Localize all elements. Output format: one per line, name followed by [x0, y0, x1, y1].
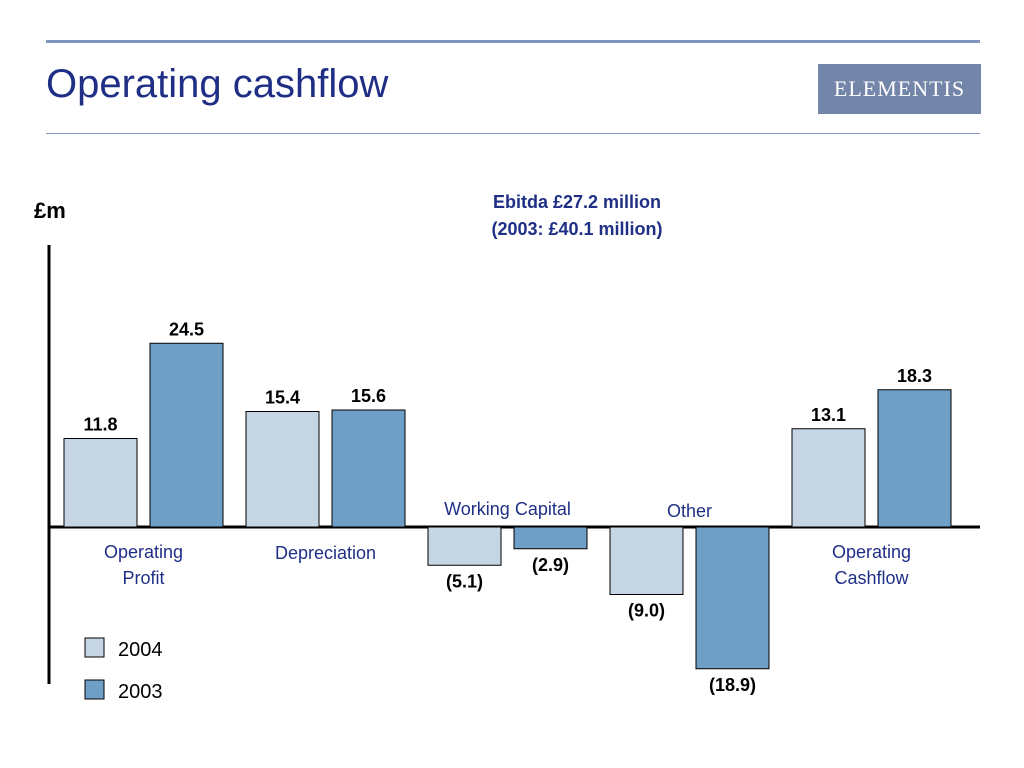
bar-2004-2 [427, 526, 502, 566]
unit-label: £m [34, 198, 66, 223]
legend-swatch-2003 [84, 679, 105, 700]
data-label-2003-1: 15.6 [351, 386, 386, 406]
data-label-2004-1: 15.4 [265, 388, 300, 408]
legend-label-2003: 2003 [118, 681, 163, 703]
data-label-2003-0: 24.5 [169, 319, 204, 339]
category-label-2-0: Working Capital [444, 499, 571, 519]
data-label-2004-4: 13.1 [811, 405, 846, 425]
ebitda-annotation-line2: (2003: £40.1 million) [491, 219, 662, 239]
data-label-2004-3: (9.0) [628, 601, 665, 621]
bar-2003-0 [149, 342, 224, 528]
bar-2004-1 [245, 411, 320, 528]
bar-2003-4 [877, 389, 952, 528]
ebitda-annotation-line1: Ebitda £27.2 million [493, 192, 661, 212]
category-label-3-0: Other [667, 501, 712, 521]
bar-2004-3 [609, 526, 684, 595]
legend-label-2004: 2004 [118, 639, 163, 661]
title-rule [46, 133, 980, 134]
data-label-2004-2: (5.1) [446, 571, 483, 591]
slide-title: Operating cashflow [46, 62, 389, 106]
category-label-0-1: Profit [122, 568, 164, 588]
category-label-4-1: Cashflow [834, 568, 909, 588]
bar-2003-2 [513, 526, 588, 550]
company-logo: ELEMENTIS [818, 64, 981, 114]
bar-2003-3 [695, 526, 770, 670]
bar-2004-4 [791, 428, 866, 528]
top-rule [46, 40, 980, 43]
bar-2004-0 [63, 438, 138, 528]
category-label-4-0: Operating [832, 542, 911, 562]
data-label-2004-0: 11.8 [83, 415, 117, 435]
category-label-0-0: Operating [104, 542, 183, 562]
data-label-2003-4: 18.3 [897, 366, 932, 386]
data-label-2003-2: (2.9) [532, 555, 569, 575]
category-label-1-0: Depreciation [275, 543, 376, 563]
legend-swatch-2004 [84, 637, 105, 658]
bar-2003-1 [331, 409, 406, 528]
data-label-2003-3: (18.9) [709, 675, 756, 695]
